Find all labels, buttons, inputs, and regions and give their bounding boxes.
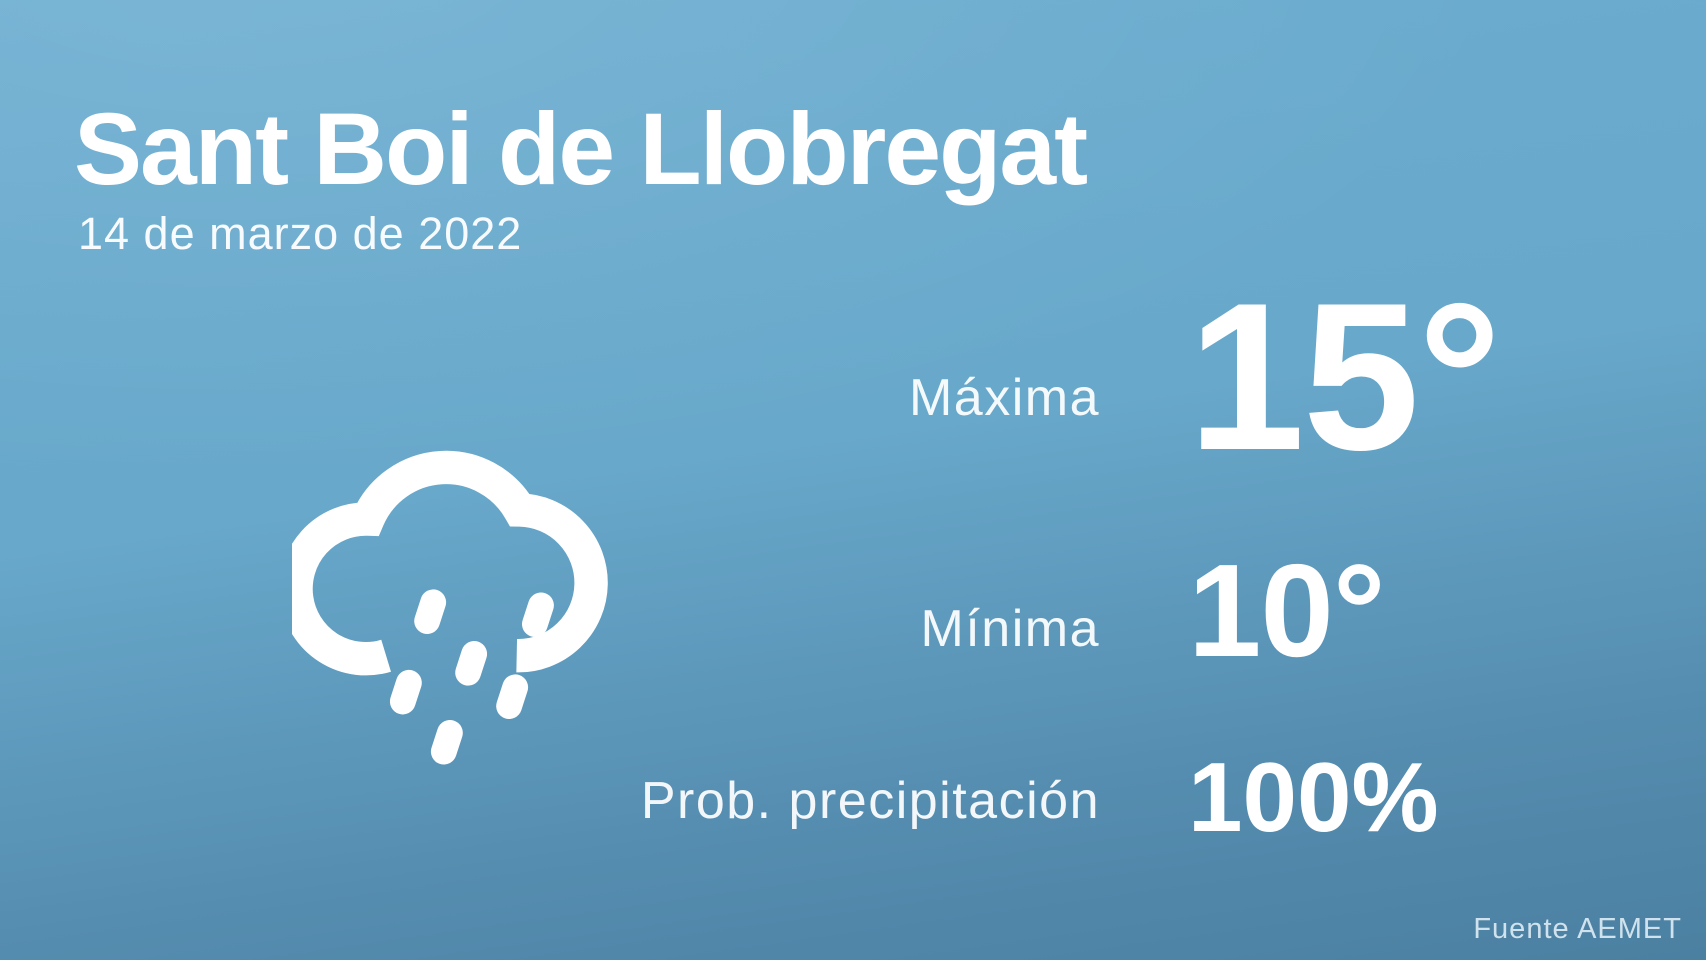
- max-temp-value: 15°: [1188, 259, 1502, 494]
- precip-prob-label: Prob. precipitación: [640, 772, 1100, 830]
- data-source-credit: Fuente AEMET: [1473, 913, 1682, 945]
- rain-drops: [389, 589, 554, 765]
- min-temp-label: Mínima: [920, 600, 1100, 658]
- rain-drop: [496, 674, 529, 719]
- forecast-date: 14 de marzo de 2022: [78, 208, 523, 259]
- max-temp-label: Máxima: [908, 369, 1100, 427]
- rain-drop: [389, 669, 422, 715]
- rain-drop: [521, 592, 554, 638]
- page-title: Sant Boi de Llobregat: [74, 92, 1088, 206]
- rain-drop: [455, 641, 488, 686]
- precip-prob-value: 100%: [1188, 742, 1439, 852]
- cloud-rain-icon: [292, 450, 608, 765]
- rain-drop: [414, 589, 447, 634]
- rain-drop: [430, 719, 463, 765]
- min-temp-value: 10°: [1188, 537, 1386, 684]
